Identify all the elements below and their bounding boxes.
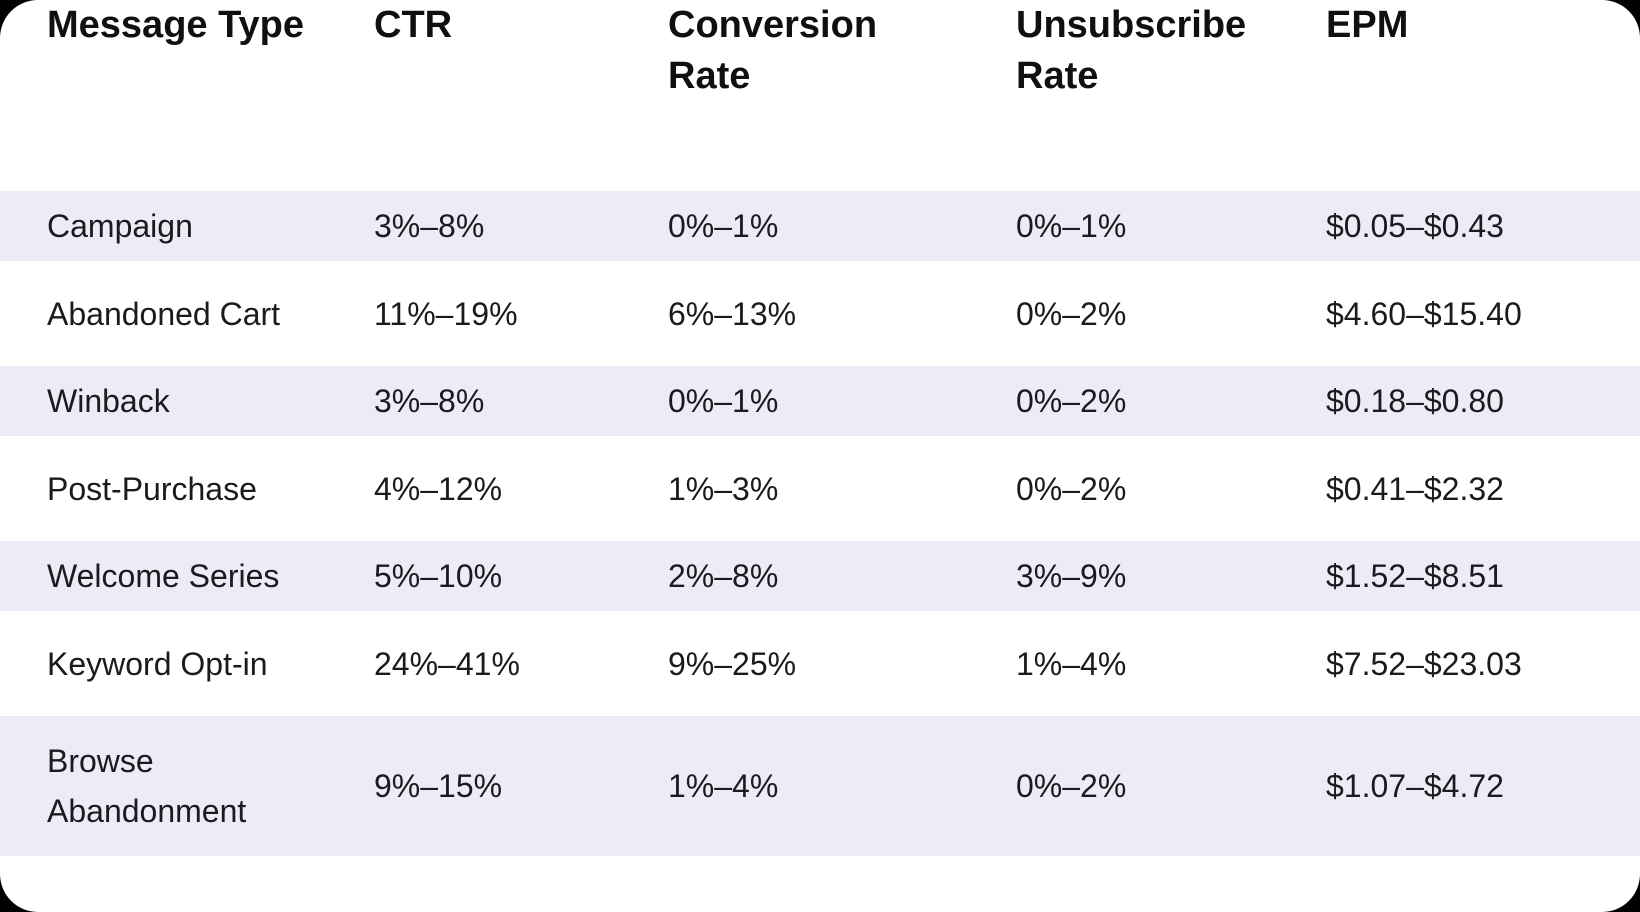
header-line: Unsubscribe [1016, 4, 1247, 46]
cell-ctr: 11%–19% [374, 295, 518, 332]
cell-epm: $0.05–$0.43 [1326, 208, 1504, 244]
message-type-stats-table: Message Type CTR Conversion Rate Unsubsc… [0, 0, 1640, 856]
cell-conversion-rate: 9%–25% [668, 645, 797, 682]
cell-epm: $1.07–$4.72 [1326, 768, 1504, 804]
col-header-ctr: CTR [327, 0, 621, 191]
table-row-browse-abandonment: Browse Abandonment 9%–15% 1%–4% 0%–2% $1… [0, 716, 1640, 856]
cell-epm: $7.52–$23.03 [1326, 645, 1522, 682]
cell-unsubscribe-rate: 0%–1% [1016, 208, 1127, 244]
table-row-post-purchase: Post-Purchase 4%–12% 1%–3% 0%–2% $0.41–$… [0, 436, 1640, 541]
cell-epm: $4.60–$15.40 [1326, 295, 1522, 332]
cell-ctr: 3%–8% [374, 208, 485, 244]
cell-conversion-rate: 0%–1% [668, 383, 779, 419]
cell-unsubscribe-rate: 0%–2% [1016, 295, 1127, 332]
cell-message-type: Winback [47, 383, 170, 419]
cell-message-type: Post-Purchase [47, 470, 257, 507]
cell-unsubscribe-rate: 3%–9% [1016, 558, 1127, 594]
cell-conversion-rate: 2%–8% [668, 558, 779, 594]
cell-message-type: Welcome Series [47, 558, 280, 594]
cell-ctr: 9%–15% [374, 768, 503, 804]
header-line: CTR [374, 4, 453, 46]
cell-unsubscribe-rate: 0%–2% [1016, 768, 1127, 804]
cell-epm: $0.41–$2.32 [1326, 470, 1504, 507]
cell-conversion-rate: 1%–3% [668, 470, 779, 507]
cell-message-type: Keyword Opt-in [47, 645, 268, 682]
header-line: Rate [668, 55, 751, 97]
header-line: Rate [1016, 55, 1099, 97]
cell-conversion-rate: 1%–4% [668, 768, 779, 804]
header-line: Message Type [47, 4, 304, 46]
cell-conversion-rate: 0%–1% [668, 208, 779, 244]
col-header-message-type: Message Type [0, 0, 327, 191]
header-line: Conversion [668, 4, 878, 46]
cell-epm: $0.18–$0.80 [1326, 383, 1504, 419]
cell-ctr: 3%–8% [374, 383, 485, 419]
table-row-campaign: Campaign 3%–8% 0%–1% 0%–1% $0.05–$0.43 [0, 191, 1640, 261]
header-row: Message Type CTR Conversion Rate Unsubsc… [0, 0, 1640, 191]
cell-ctr: 24%–41% [374, 645, 520, 682]
cell-unsubscribe-rate: 0%–2% [1016, 383, 1127, 419]
cell-unsubscribe-rate: 0%–2% [1016, 470, 1127, 507]
header-line: EPM [1326, 4, 1409, 46]
col-header-epm: EPM [1279, 0, 1640, 191]
table-row-abandoned-cart: Abandoned Cart 11%–19% 6%–13% 0%–2% $4.6… [0, 261, 1640, 366]
cell-message-type: Browse Abandonment [47, 743, 247, 829]
col-header-unsubscribe-rate: Unsubscribe Rate [969, 0, 1279, 191]
cell-ctr: 4%–12% [374, 470, 503, 507]
cell-ctr: 5%–10% [374, 558, 503, 594]
table-row-welcome-series: Welcome Series 5%–10% 2%–8% 3%–9% $1.52–… [0, 541, 1640, 611]
table-row-keyword-opt-in: Keyword Opt-in 24%–41% 9%–25% 1%–4% $7.5… [0, 611, 1640, 716]
cell-epm: $1.52–$8.51 [1326, 558, 1504, 594]
cell-conversion-rate: 6%–13% [668, 295, 797, 332]
col-header-conversion-rate: Conversion Rate [621, 0, 969, 191]
cell-message-type: Abandoned Cart [47, 295, 281, 332]
table-row-winback: Winback 3%–8% 0%–1% 0%–2% $0.18–$0.80 [0, 366, 1640, 436]
cell-message-type: Campaign [47, 208, 193, 244]
cell-unsubscribe-rate: 1%–4% [1016, 645, 1127, 682]
